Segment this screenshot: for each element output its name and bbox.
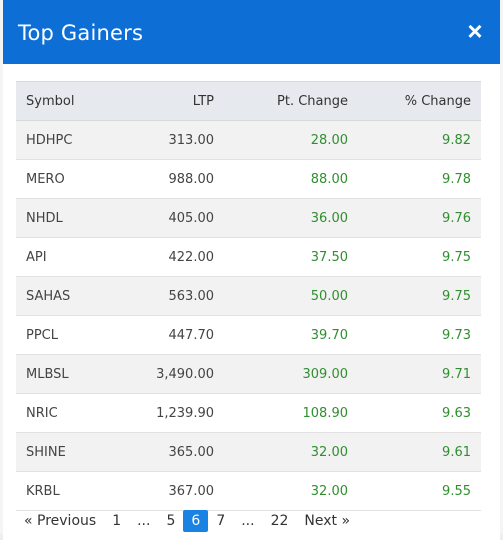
cell-pct-change: 9.75 <box>348 276 481 316</box>
table-row[interactable]: MLBSL 3,490.00 309.00 9.71 <box>16 354 481 394</box>
table-row[interactable]: SAHAS 563.00 50.00 9.75 <box>16 276 481 316</box>
cell-symbol[interactable]: SAHAS <box>16 276 126 316</box>
cell-symbol[interactable]: SHINE <box>16 432 126 472</box>
cell-ltp: 988.00 <box>126 159 214 199</box>
cell-ltp: 3,490.00 <box>126 354 214 394</box>
table-row[interactable]: MERO 988.00 88.00 9.78 <box>16 159 481 199</box>
table-row[interactable]: SHINE 365.00 32.00 9.61 <box>16 432 481 472</box>
table-row[interactable]: NRIC 1,239.90 108.90 9.63 <box>16 393 481 433</box>
pagination-ellipsis-right: ... <box>241 513 255 529</box>
cell-pt-change: 32.00 <box>214 471 348 511</box>
cell-ltp: 405.00 <box>126 198 214 238</box>
cell-pct-change: 9.55 <box>348 471 481 511</box>
cell-pct-change: 9.71 <box>348 354 481 394</box>
close-icon[interactable]: × <box>467 16 483 46</box>
modal-title: Top Gainers <box>18 21 144 45</box>
cell-pt-change: 108.90 <box>214 393 348 433</box>
cell-symbol[interactable]: NHDL <box>16 198 126 238</box>
cell-ltp: 422.00 <box>126 237 214 277</box>
cell-pct-change: 9.75 <box>348 237 481 277</box>
cell-ltp: 313.00 <box>126 120 214 160</box>
pagination-page-1[interactable]: 1 <box>112 513 122 529</box>
cell-pt-change: 37.50 <box>214 237 348 277</box>
cell-ltp: 367.00 <box>126 471 214 511</box>
pagination-page-7[interactable]: 7 <box>216 513 226 529</box>
cell-symbol[interactable]: PPCL <box>16 315 126 355</box>
cell-pct-change: 9.61 <box>348 432 481 472</box>
cell-pct-change: 9.82 <box>348 120 481 160</box>
cell-ltp: 1,239.90 <box>126 393 214 433</box>
table-header-row: Symbol LTP Pt. Change % Change <box>16 81 481 121</box>
cell-ltp: 563.00 <box>126 276 214 316</box>
cell-pt-change: 28.00 <box>214 120 348 160</box>
cell-symbol[interactable]: MERO <box>16 159 126 199</box>
pagination-ellipsis-left: ... <box>137 513 151 529</box>
cell-symbol[interactable]: NRIC <box>16 393 126 433</box>
cell-ltp: 365.00 <box>126 432 214 472</box>
cell-pct-change: 9.73 <box>348 315 481 355</box>
gainers-table: Symbol LTP Pt. Change % Change HDHPC 313.… <box>16 81 481 511</box>
table-row[interactable]: PPCL 447.70 39.70 9.73 <box>16 315 481 355</box>
cell-symbol[interactable]: KRBL <box>16 471 126 511</box>
cell-symbol[interactable]: HDHPC <box>16 120 126 160</box>
column-header-pct-change[interactable]: % Change <box>348 81 481 121</box>
column-header-pt-change[interactable]: Pt. Change <box>214 81 348 121</box>
table-row[interactable]: HDHPC 313.00 28.00 9.82 <box>16 120 481 160</box>
cell-pct-change: 9.78 <box>348 159 481 199</box>
cell-ltp: 447.70 <box>126 315 214 355</box>
pagination-previous[interactable]: « Previous <box>24 513 97 529</box>
pagination-page-5[interactable]: 5 <box>166 513 176 529</box>
cell-pt-change: 36.00 <box>214 198 348 238</box>
cell-pct-change: 9.76 <box>348 198 481 238</box>
pagination-page-current[interactable]: 6 <box>183 510 209 532</box>
cell-pt-change: 309.00 <box>214 354 348 394</box>
cell-pt-change: 50.00 <box>214 276 348 316</box>
column-header-ltp[interactable]: LTP <box>126 81 214 121</box>
pagination: « Previous 1 ... 5 6 7 ... 22 Next » <box>16 509 358 533</box>
table-row[interactable]: NHDL 405.00 36.00 9.76 <box>16 198 481 238</box>
cell-pt-change: 88.00 <box>214 159 348 199</box>
cell-symbol[interactable]: API <box>16 237 126 277</box>
cell-pt-change: 32.00 <box>214 432 348 472</box>
modal-header: Top Gainers × <box>3 0 500 64</box>
column-header-symbol[interactable]: Symbol <box>16 81 126 121</box>
pagination-next[interactable]: Next » <box>304 513 351 529</box>
cell-pt-change: 39.70 <box>214 315 348 355</box>
cell-pct-change: 9.63 <box>348 393 481 433</box>
cell-symbol[interactable]: MLBSL <box>16 354 126 394</box>
table-row[interactable]: KRBL 367.00 32.00 9.55 <box>16 471 481 511</box>
table-row[interactable]: API 422.00 37.50 9.75 <box>16 237 481 277</box>
pagination-page-22[interactable]: 22 <box>270 513 289 529</box>
